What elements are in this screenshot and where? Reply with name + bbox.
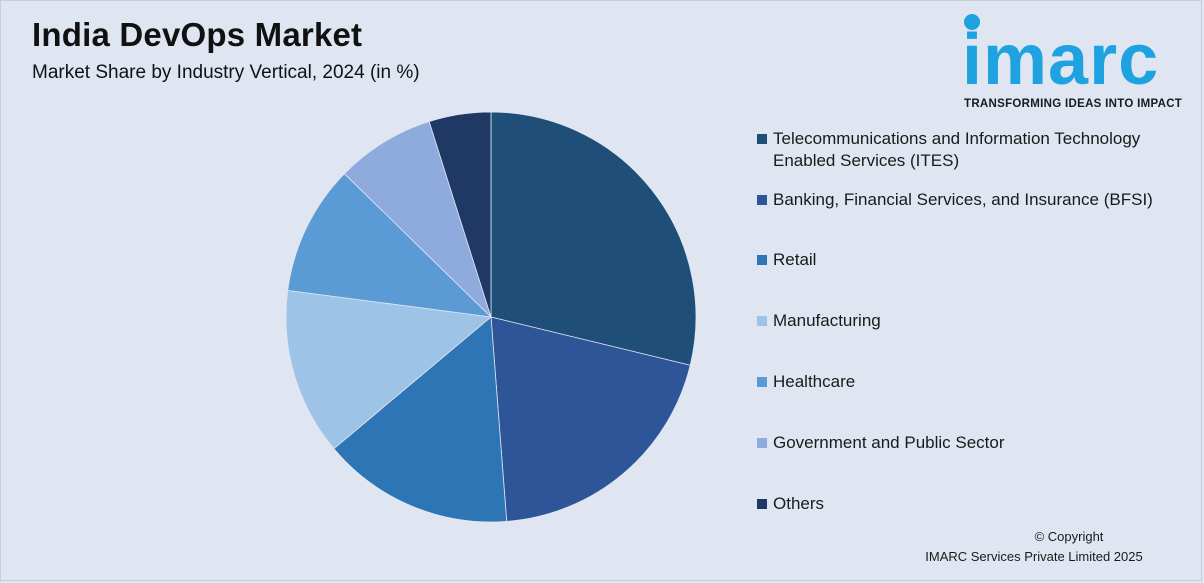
imarc-logo: imarc TRANSFORMING IDEAS INTO IMPACT — [958, 14, 1182, 114]
chart-subtitle: Market Share by Industry Vertical, 2024 … — [32, 62, 420, 83]
legend-label: Manufacturing — [773, 311, 881, 330]
legend-label: Government and Public Sector — [773, 433, 1005, 452]
copyright: © Copyright IMARC Services Private Limit… — [884, 527, 1184, 567]
legend-label: Telecommunications and Information Techn… — [773, 129, 1141, 170]
legend-item: Banking, Financial Services, and Insuran… — [757, 189, 1193, 211]
pie-slice-6 — [428, 111, 492, 318]
copyright-line1: © Copyright — [1034, 529, 1104, 544]
legend-label: Banking, Financial Services, and Insuran… — [773, 190, 1153, 209]
legend-item: Retail — [757, 249, 1193, 271]
legend-swatch — [757, 438, 767, 448]
chart-title: India DevOps Market — [32, 16, 363, 53]
logo-wordmark: imarc — [962, 20, 1160, 100]
legend-swatch — [757, 499, 767, 509]
pie-slice-3 — [285, 289, 492, 450]
legend-swatch — [757, 255, 767, 265]
legend-swatch — [757, 316, 767, 326]
pie-slice-4 — [287, 173, 493, 318]
pie-slice-1 — [490, 316, 691, 522]
legend-swatch — [757, 377, 767, 387]
pie-chart — [285, 111, 697, 523]
legend-label: Healthcare — [773, 372, 856, 391]
copyright-line2: IMARC Services Private Limited 2025 — [925, 549, 1143, 564]
legend-label: Retail — [773, 250, 817, 269]
legend-swatch — [757, 134, 767, 144]
legend-item: Manufacturing — [757, 310, 1193, 332]
legend-swatch — [757, 195, 767, 205]
logo-tagline: TRANSFORMING IDEAS INTO IMPACT — [964, 98, 1183, 110]
legend-item: Healthcare — [757, 371, 1193, 393]
logo-dot-icon — [964, 14, 980, 30]
pie-slice-5 — [343, 121, 492, 318]
pie-slice-0 — [490, 111, 697, 366]
legend-item: Telecommunications and Information Techn… — [757, 128, 1193, 172]
pie-slice-2 — [333, 316, 508, 523]
legend-item: Government and Public Sector — [757, 432, 1193, 454]
legend-item: Others — [757, 493, 1193, 515]
legend-label: Others — [773, 494, 825, 513]
